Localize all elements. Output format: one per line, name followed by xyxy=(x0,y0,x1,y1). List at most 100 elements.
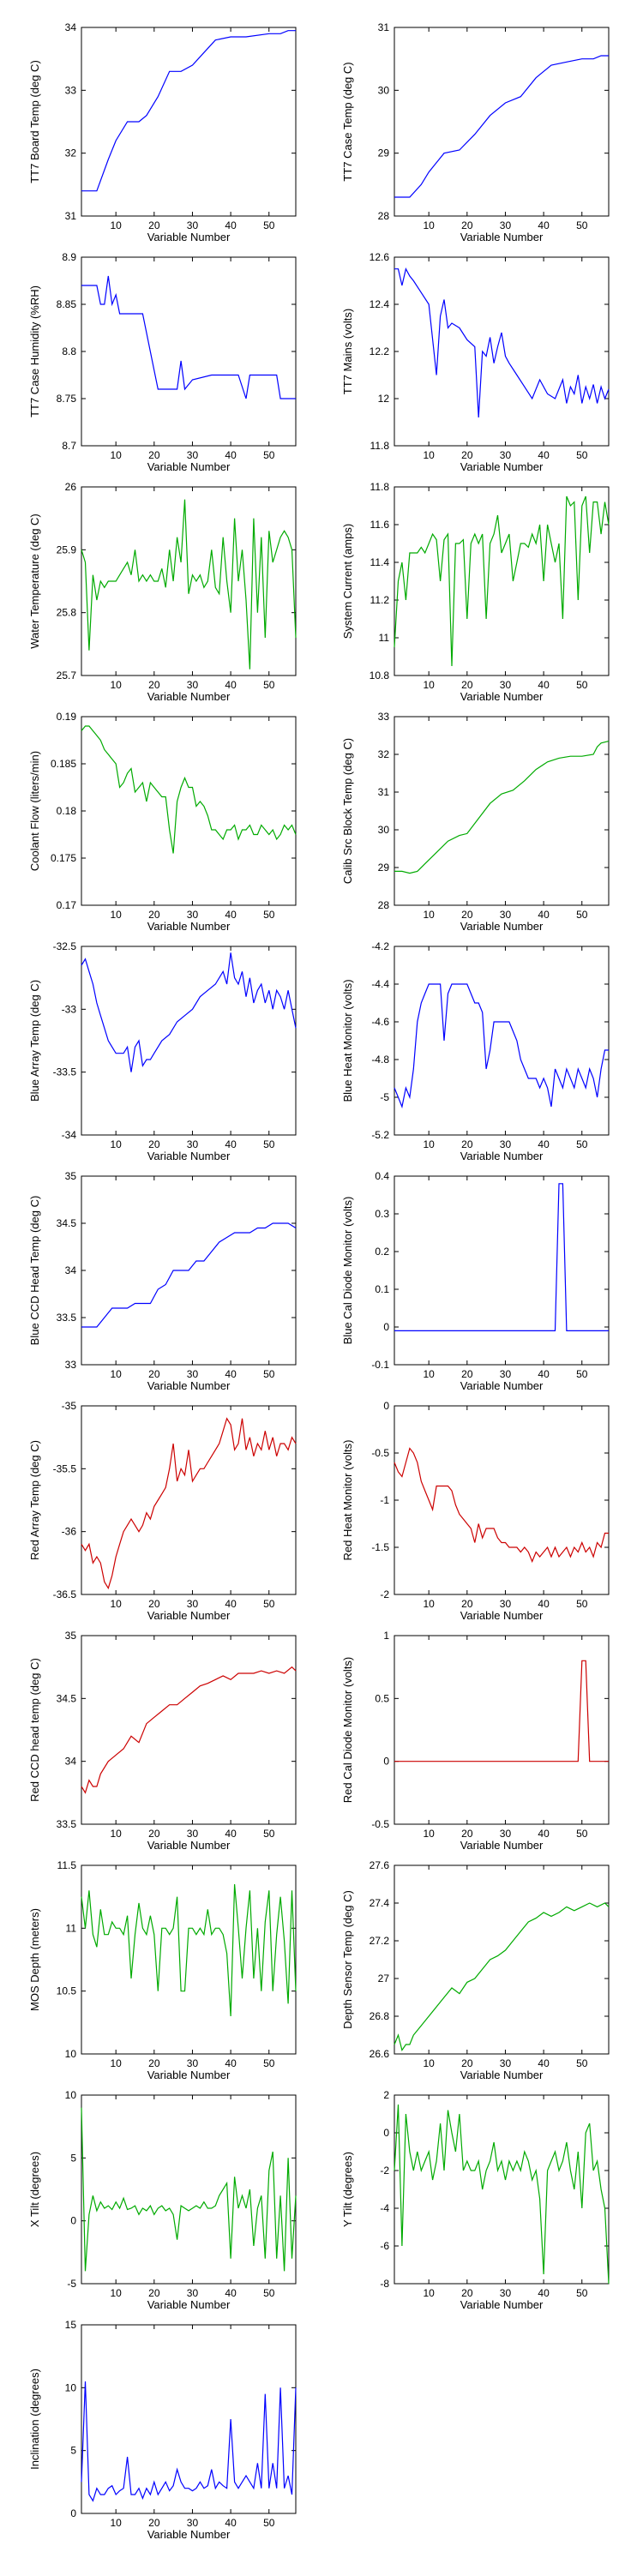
x-tick-label: 50 xyxy=(263,1598,275,1610)
y-tick-label: 26.6 xyxy=(370,2048,390,2060)
x-tick-label: 50 xyxy=(263,2287,275,2299)
x-tick-label: 50 xyxy=(576,679,588,691)
plot-frame xyxy=(394,1635,610,1825)
y-tick-label: -33 xyxy=(62,1003,77,1015)
series-line xyxy=(81,1883,297,2017)
y-tick-label: -32.5 xyxy=(53,940,77,952)
x-tick-label: 10 xyxy=(423,2287,435,2299)
y-tick-label: 8.85 xyxy=(57,298,77,310)
x-axis-label: Variable Number xyxy=(147,2069,231,2081)
x-tick-label: 20 xyxy=(461,1368,473,1380)
series-line xyxy=(394,267,610,418)
y-tick-label: 2 xyxy=(383,2089,389,2101)
plot-frame xyxy=(394,256,610,447)
chart-panel: -5 0 5 10 10 20 30 40 50 Variable Number X Tilt (d… xyxy=(28,2089,297,2311)
x-axis-label: Variable Number xyxy=(147,231,231,243)
y-tick-label: -1 xyxy=(380,1494,389,1506)
y-tick-label: 1 xyxy=(383,1630,389,1642)
x-tick-label: 30 xyxy=(500,909,512,921)
x-tick-label: 30 xyxy=(187,2517,199,2529)
y-axis-label: MOS Depth (meters) xyxy=(28,1908,41,2011)
x-tick-label: 40 xyxy=(538,2287,550,2299)
x-tick-label: 30 xyxy=(500,1828,512,1840)
x-tick-label: 40 xyxy=(225,1138,237,1150)
y-tick-label: 0 xyxy=(383,1400,389,1412)
x-axis-label: Variable Number xyxy=(147,1150,231,1162)
y-tick-label: -5 xyxy=(67,2278,76,2290)
y-tick-label: 33 xyxy=(65,84,77,96)
y-axis-label: Blue Heat Monitor (volts) xyxy=(341,979,354,1102)
x-tick-label: 30 xyxy=(500,2057,512,2069)
x-tick-label: 10 xyxy=(423,1138,435,1150)
x-tick-label: 30 xyxy=(500,449,512,461)
chart-panel: 8.7 8.75 8.8 8.85 8.9 10 20 30 40 50 Variable Numb… xyxy=(28,251,297,473)
x-tick-label: 20 xyxy=(148,1368,160,1380)
x-axis-label: Variable Number xyxy=(147,460,231,473)
y-tick-label: 10.8 xyxy=(370,670,390,682)
series-line xyxy=(81,1417,297,1590)
y-axis-label: TT7 Case Temp (deg C) xyxy=(341,62,354,181)
y-tick-label: -4.6 xyxy=(371,1016,389,1028)
y-tick-label: 5 xyxy=(70,2445,76,2457)
x-tick-label: 10 xyxy=(110,1828,122,1840)
chart-panel: 10.8 11 11.2 11.4 11.6 11.8 10 20 30 40 50 Variable… xyxy=(341,481,610,703)
x-tick-label: 40 xyxy=(225,679,237,691)
chart-panel: -5.2 -5 -4.8 -4.6 -4.4 -4.2 10 20 30 40 50 Variable… xyxy=(341,940,610,1162)
y-tick-label: -5 xyxy=(380,1091,389,1103)
series-line xyxy=(81,275,296,399)
y-tick-label: 27.6 xyxy=(370,1859,390,1871)
plot-frame xyxy=(81,2324,297,2514)
series-line xyxy=(394,1902,610,2052)
y-tick-label: 11 xyxy=(379,632,390,644)
x-tick-label: 50 xyxy=(576,1138,588,1150)
x-tick-label: 10 xyxy=(110,449,122,461)
y-tick-label: 25.7 xyxy=(57,670,77,682)
plot-frame xyxy=(394,1864,610,2055)
x-tick-label: 20 xyxy=(461,1828,473,1840)
x-axis-label: Variable Number xyxy=(460,2069,544,2081)
y-axis-label: X Tilt (degrees) xyxy=(28,2152,41,2227)
y-tick-label: 27.2 xyxy=(370,1935,390,1947)
y-tick-label: 8.8 xyxy=(62,345,76,357)
chart-panel: 33 33.5 34 34.5 35 10 20 30 40 50 Variable Number B… xyxy=(28,1170,297,1392)
x-tick-label: 30 xyxy=(187,679,199,691)
chart-panel: 31 32 33 34 10 20 30 40 50 Variable Number TT7 Boa… xyxy=(28,21,297,243)
y-tick-label: 0.5 xyxy=(375,1692,389,1704)
x-axis-label: Variable Number xyxy=(147,2528,231,2541)
chart-panel: 33.5 34 34.5 35 10 20 30 40 50 Variable Number Red… xyxy=(28,1630,297,1852)
plot-frame xyxy=(81,486,297,676)
y-tick-label: -36.5 xyxy=(53,1588,77,1600)
x-tick-label: 40 xyxy=(538,1828,550,1840)
y-tick-label: 0.2 xyxy=(375,1246,389,1258)
y-tick-label: 0.17 xyxy=(57,899,77,911)
series-line xyxy=(394,983,609,1109)
y-tick-label: 15 xyxy=(65,2319,77,2331)
y-tick-label: 31 xyxy=(378,786,390,798)
y-axis-label: TT7 Case Humidity (%RH) xyxy=(28,285,41,417)
y-tick-label: -1.5 xyxy=(371,1541,389,1553)
x-tick-label: 10 xyxy=(423,1598,435,1610)
y-axis-label: Y Tilt (degrees) xyxy=(341,2152,354,2227)
x-tick-label: 40 xyxy=(225,2287,237,2299)
x-tick-label: 10 xyxy=(110,1138,122,1150)
y-tick-label: 12.6 xyxy=(370,251,390,263)
plot-frame xyxy=(394,1175,610,1366)
y-tick-label: 8.75 xyxy=(57,393,77,405)
x-tick-label: 20 xyxy=(148,679,160,691)
x-tick-label: 40 xyxy=(538,449,550,461)
chart-panel: 28 29 30 31 32 33 10 20 30 40 50 Variable Number Cal… xyxy=(341,711,610,933)
x-tick-label: 50 xyxy=(263,909,275,921)
x-tick-label: 30 xyxy=(500,1138,512,1150)
x-tick-label: 50 xyxy=(576,1598,588,1610)
series-line xyxy=(81,499,297,670)
x-tick-label: 20 xyxy=(148,219,160,231)
y-tick-label: 26.8 xyxy=(370,2010,390,2022)
x-tick-label: 10 xyxy=(423,2057,435,2069)
y-tick-label: 28 xyxy=(378,210,390,222)
y-tick-label: 32 xyxy=(378,748,390,760)
y-axis-label: Red Cal Diode Monitor (volts) xyxy=(341,1657,354,1804)
y-tick-label: -8 xyxy=(380,2278,389,2290)
x-tick-label: 50 xyxy=(576,2287,588,2299)
plot-frame xyxy=(81,2094,297,2285)
